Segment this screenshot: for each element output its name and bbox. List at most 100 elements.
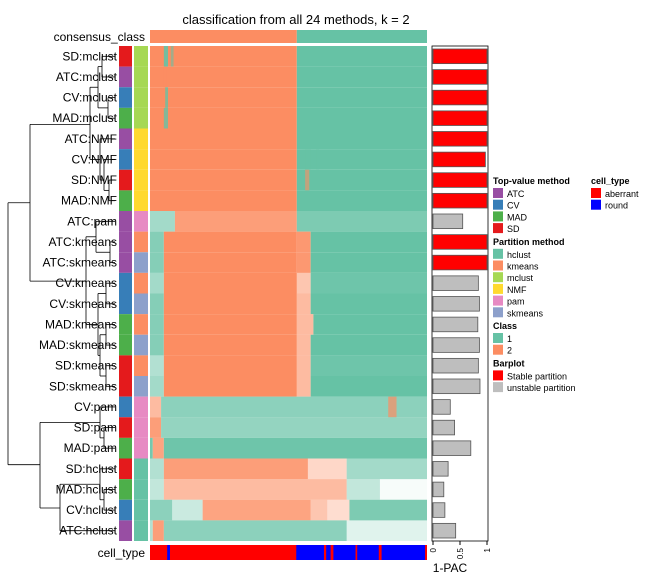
- heatmap-cell: [296, 334, 311, 356]
- pac-bar: [432, 522, 457, 539]
- heatmap-cell: [346, 520, 427, 541]
- barplot-tick-label: 0.5: [456, 547, 465, 559]
- heatmap-cell: [165, 87, 169, 108]
- heatmap-cell: [150, 169, 297, 191]
- partition-method-cell: [134, 499, 148, 521]
- heatmap-cell: [150, 334, 164, 356]
- legend-item-label: ATC: [507, 189, 525, 199]
- pac-bar: [432, 131, 488, 147]
- top-value-method-cell: [119, 46, 132, 67]
- legend-swatch: [591, 199, 601, 210]
- legend-item-label: 2: [507, 346, 512, 356]
- heatmap-cell: [305, 149, 311, 170]
- top-value-method-cell: [119, 107, 132, 129]
- legend-item-label: kmeans: [507, 262, 539, 272]
- pac-bar: [432, 254, 488, 271]
- heatmap-cell: [296, 252, 311, 273]
- pac-bar: [432, 110, 488, 126]
- row-label: MAD:pam: [64, 441, 117, 455]
- heatmap-cell: [310, 334, 427, 356]
- heatmap-cell: [313, 314, 427, 335]
- heatmap-cell: [150, 355, 164, 376]
- heatmap-cell: [346, 458, 427, 480]
- heatmap-cell: [310, 293, 427, 315]
- legend-item-label: MAD: [507, 212, 528, 222]
- pac-bar: [432, 502, 446, 518]
- cell-type-cell: [167, 545, 170, 560]
- heatmap-cell: [163, 334, 297, 356]
- heatmap-cell: [310, 355, 427, 376]
- heatmap-cell: [163, 293, 297, 315]
- heatmap-cell: [163, 479, 347, 500]
- heatmap-cell: [296, 128, 427, 150]
- heatmap-cell: [305, 169, 310, 191]
- heatmap-cell: [163, 231, 297, 253]
- pac-bar: [432, 275, 479, 291]
- legend-item-label: mclust: [507, 273, 534, 283]
- pac-bar: [432, 399, 451, 415]
- row-label: SD:NMF: [71, 173, 117, 187]
- legend-title: Top-value method: [493, 176, 570, 186]
- heatmap-cell: [163, 46, 169, 67]
- partition-method-cell: [134, 314, 148, 335]
- row-label: CV:mclust: [63, 91, 118, 105]
- partition-method-cell: [134, 66, 148, 88]
- top-value-method-cell: [119, 190, 132, 211]
- partition-method-cell: [134, 437, 148, 459]
- heatmap-cell: [388, 396, 397, 418]
- legend-swatch: [493, 223, 503, 234]
- heatmap-cell: [296, 272, 311, 294]
- barplot-axis-label: 1-PAC: [433, 561, 468, 575]
- pac-bar: [432, 234, 488, 250]
- cell-type-cell: [425, 545, 427, 560]
- heatmap-cell: [346, 479, 380, 500]
- heatmap-cell: [327, 499, 350, 521]
- legend-item-label: 1: [507, 334, 512, 344]
- row-label: SD:kmeans: [55, 359, 117, 373]
- heatmap-cell: [202, 499, 311, 521]
- heatmap-cell: [310, 231, 427, 253]
- heatmap-cell: [296, 169, 427, 191]
- heatmap-cell: [150, 520, 153, 541]
- top-value-method-cell: [119, 437, 132, 459]
- legend-swatch: [493, 344, 503, 355]
- heatmap-cell: [310, 499, 328, 521]
- heatmap-cell: [310, 376, 427, 397]
- heatmap-cell: [296, 231, 311, 253]
- heatmap-cell: [170, 46, 174, 67]
- legend-item-label: CV: [507, 201, 520, 211]
- top-value-method-cell: [119, 252, 132, 273]
- pac-bar: [432, 172, 488, 188]
- row-dendrogram: [7, 55, 115, 532]
- heatmap-cell: [296, 149, 427, 170]
- top-value-method-cell: [119, 396, 132, 418]
- heatmap-cell: [163, 66, 167, 88]
- legend-swatch: [493, 370, 503, 381]
- legend-swatch: [493, 211, 503, 222]
- row-label: SD:hclust: [66, 462, 118, 476]
- top-value-method-cell: [119, 499, 132, 521]
- pac-bar: [432, 316, 479, 333]
- heatmap-cell: [161, 417, 427, 438]
- partition-method-cell: [134, 169, 148, 191]
- legend-item-label: unstable partition: [507, 383, 576, 393]
- partition-method-cell: [134, 272, 148, 294]
- heatmap-cell: [296, 211, 427, 232]
- legend-item-label: SD: [507, 224, 520, 234]
- row-label: MAD:mclust: [52, 111, 117, 125]
- partition-method-cell: [134, 293, 148, 315]
- legend-title: cell_type: [591, 176, 630, 186]
- heatmap-cell: [163, 355, 297, 376]
- partition-method-cell: [134, 376, 148, 397]
- heatmap-cell: [296, 107, 427, 129]
- heatmap-cell: [161, 396, 427, 418]
- row-label: CV:kmeans: [55, 276, 117, 290]
- heatmap-cell: [150, 231, 164, 253]
- partition-method-cell: [134, 334, 148, 356]
- heatmap-cell: [150, 46, 297, 67]
- heatmap-cell: [150, 314, 164, 335]
- pac-bar: [432, 440, 472, 456]
- partition-method-cell: [134, 396, 148, 418]
- heatmap-cell: [310, 252, 427, 273]
- heatmap-cell: [150, 396, 162, 418]
